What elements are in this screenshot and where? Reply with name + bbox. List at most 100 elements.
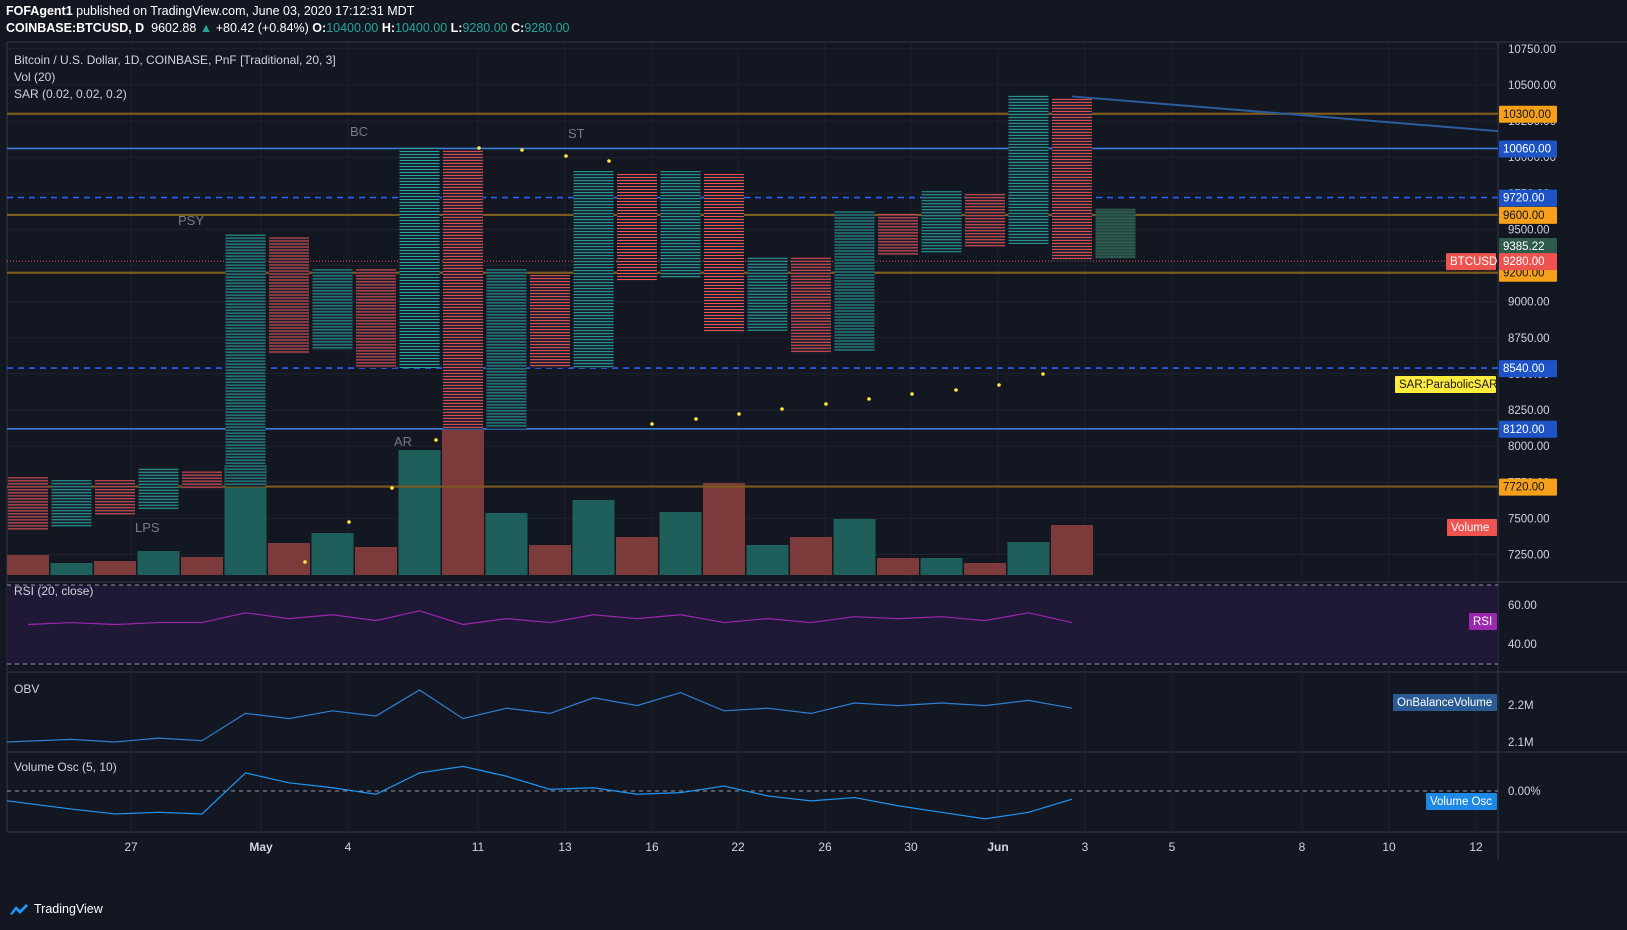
volume-tag-bg xyxy=(1447,519,1497,536)
pnf-column[interactable] xyxy=(791,257,831,354)
pnf-column[interactable] xyxy=(530,275,570,369)
level-tag-bg xyxy=(1499,140,1557,158)
level-tag-bg xyxy=(1499,206,1557,224)
ohlc-line: COINBASE:BTCUSD, D 9602.88 ▲ +80.42 (+0.… xyxy=(6,21,570,35)
price-tick: 10750.00 xyxy=(1508,44,1556,56)
pnf-column[interactable] xyxy=(312,269,353,351)
symbol-label: COINBASE:BTCUSD, D xyxy=(6,21,145,35)
pnf-column-body xyxy=(1095,209,1136,259)
pnf-column[interactable] xyxy=(878,214,918,256)
price-tick: 10500.00 xyxy=(1508,80,1556,92)
btcusd-tag: BTCUSD xyxy=(1450,256,1497,268)
rsi-tag: RSI xyxy=(1473,616,1492,628)
price-tag: 9385.22 xyxy=(1503,241,1545,253)
sar-dot xyxy=(520,148,524,152)
pnf-column[interactable] xyxy=(921,191,962,253)
last-price: 9602.88 xyxy=(151,21,197,35)
pnf-column-body xyxy=(312,269,353,351)
low-value: 9280.00 xyxy=(462,21,508,35)
pnf-column[interactable] xyxy=(1008,95,1049,244)
published-text: published on TradingView.com, June 03, 2… xyxy=(76,4,415,18)
sar-dot xyxy=(867,397,871,401)
legend-title[interactable]: Bitcoin / U.S. Dollar, 1D, COINBASE, PnF… xyxy=(14,53,336,67)
volume-bar xyxy=(964,563,1006,575)
pnf-column[interactable] xyxy=(399,147,440,369)
sar-dot xyxy=(780,407,784,411)
low-label: L: xyxy=(450,21,463,35)
vosc-tag-bg xyxy=(1426,793,1497,810)
pnf-column[interactable] xyxy=(660,171,701,279)
change-value: +80.42 (+0.84%) xyxy=(215,21,309,35)
indicator-panes: RSI (20, close) 60.00 40.00 OBV 2.2M 2.1M Volu… xyxy=(6,584,1541,820)
level-tag: 10060.00 xyxy=(1503,143,1551,155)
volume-bar xyxy=(833,519,876,575)
pnf-column[interactable] xyxy=(182,471,222,490)
price-tag-bg xyxy=(1499,237,1557,255)
pnf-column-body xyxy=(965,194,1005,247)
time-tick: Jun xyxy=(987,840,1008,854)
level-tag-bg xyxy=(1499,478,1557,496)
volume-bar xyxy=(268,543,310,575)
pnf-column[interactable] xyxy=(138,468,179,510)
close-value: 9280.00 xyxy=(524,21,570,35)
pnf-column[interactable] xyxy=(486,269,527,429)
open-label: O: xyxy=(312,21,327,35)
obv-tag: OnBalanceVolume xyxy=(1397,697,1492,709)
time-tick: 26 xyxy=(818,840,832,854)
pnf-column[interactable] xyxy=(51,480,92,528)
legend-vol[interactable]: Vol (20) xyxy=(14,70,55,84)
pnf-column[interactable] xyxy=(1095,208,1136,259)
volume-bar xyxy=(137,551,180,575)
price-tick: 8250.00 xyxy=(1508,405,1550,417)
pnf-column[interactable] xyxy=(269,237,309,354)
volume-tag: Volume xyxy=(1451,522,1489,534)
volume-bar xyxy=(398,450,441,575)
pnf-column-body xyxy=(878,214,918,256)
sar-dot xyxy=(564,154,568,158)
legend: Bitcoin / U.S. Dollar, 1D, COINBASE, PnF… xyxy=(14,53,336,101)
sar-tag-bg xyxy=(1395,376,1496,393)
pnf-column[interactable] xyxy=(573,171,614,369)
pnf-column-body xyxy=(530,275,570,369)
volume-bar xyxy=(790,537,832,575)
volume-bar xyxy=(50,563,93,575)
sar-dot xyxy=(650,422,654,426)
footer: TradingView xyxy=(8,902,103,916)
sar-dots xyxy=(303,146,1045,564)
sar-dot xyxy=(607,159,611,163)
author-name[interactable]: FOFAgent1 xyxy=(6,4,73,18)
sar-dot xyxy=(477,146,481,150)
pnf-column[interactable] xyxy=(965,194,1005,247)
pnf-column[interactable] xyxy=(617,173,657,282)
annotation-ar: AR xyxy=(394,434,412,449)
pnf-column[interactable] xyxy=(704,173,744,334)
sar-dot xyxy=(347,520,351,524)
volume-bar xyxy=(920,558,963,575)
time-tick: 4 xyxy=(345,840,352,854)
time-tick: 10 xyxy=(1382,840,1396,854)
pnf-column[interactable] xyxy=(834,211,875,351)
obv-tick: 2.1M xyxy=(1508,737,1534,749)
price-tag: 9280.00 xyxy=(1503,256,1545,268)
footer-brand[interactable]: TradingView xyxy=(34,902,103,916)
pnf-column[interactable] xyxy=(1052,98,1092,262)
pnf-column-body xyxy=(8,477,48,530)
rsi-tick: 40.00 xyxy=(1508,639,1537,651)
pnf-column[interactable] xyxy=(356,269,396,369)
chart-canvas[interactable]: PSY BC ST AR LPS RSI (20, close) 60.00 40.00 OB… xyxy=(0,0,1627,900)
pnf-column[interactable] xyxy=(443,150,483,429)
time-tick: 3 xyxy=(1082,840,1089,854)
legend-sar[interactable]: SAR (0.02, 0.02, 0.2) xyxy=(14,87,127,101)
price-tick: 7250.00 xyxy=(1508,550,1550,562)
pnf-columns xyxy=(8,95,1136,530)
pnf-column[interactable] xyxy=(8,477,48,530)
volume-bar xyxy=(616,537,658,575)
pnf-column-body xyxy=(1008,96,1049,244)
pnf-column[interactable] xyxy=(95,480,135,516)
sar-dot xyxy=(910,392,914,396)
pnf-column[interactable] xyxy=(747,257,788,331)
obv-tag-bg xyxy=(1393,694,1497,711)
high-value: 10400.00 xyxy=(395,21,448,35)
pnf-column[interactable] xyxy=(225,234,266,487)
level-tag: 8540.00 xyxy=(1503,363,1545,375)
